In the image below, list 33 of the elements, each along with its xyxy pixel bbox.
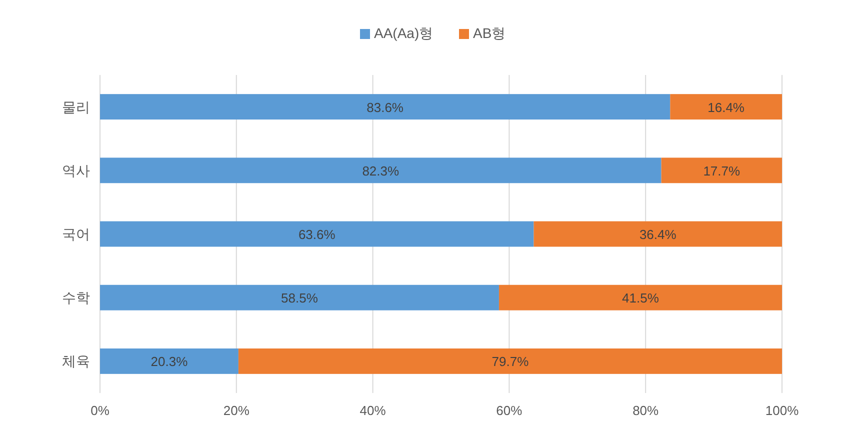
x-tick-label: 0% bbox=[90, 403, 110, 418]
data-label: 16.4% bbox=[708, 100, 745, 115]
data-label: 82.3% bbox=[362, 163, 400, 178]
data-label: 79.7% bbox=[492, 354, 530, 370]
bar bbox=[534, 221, 782, 247]
bar bbox=[661, 158, 782, 184]
x-tick-label: 100% bbox=[765, 403, 800, 418]
y-tick-label: 역사 bbox=[62, 162, 90, 178]
x-tick-label: 80% bbox=[632, 403, 660, 418]
x-tick-label: 40% bbox=[360, 403, 386, 418]
data-label: 63.6% bbox=[298, 227, 336, 242]
data-label: 41.5% bbox=[622, 290, 660, 306]
y-tick-label: 국어 bbox=[62, 226, 90, 242]
data-label: 20.3% bbox=[150, 354, 188, 370]
y-tick-label: 수학 bbox=[62, 290, 90, 306]
bar bbox=[238, 348, 782, 374]
bar bbox=[100, 94, 670, 120]
bar bbox=[100, 158, 662, 184]
bar bbox=[100, 348, 238, 374]
data-label: 17.7% bbox=[703, 163, 741, 178]
legend-label: AB형 bbox=[473, 25, 506, 41]
bar bbox=[498, 284, 782, 310]
bar bbox=[100, 221, 534, 247]
data-label: 58.5% bbox=[281, 290, 318, 306]
bar bbox=[100, 284, 499, 310]
x-tick-label: 60% bbox=[496, 403, 523, 418]
x-tick-label: 20% bbox=[223, 403, 250, 418]
y-tick-label: 물리 bbox=[62, 98, 90, 115]
legend-label: AA(Aa)형 bbox=[374, 25, 434, 41]
y-tick-label: 체육 bbox=[62, 353, 90, 370]
bar bbox=[670, 94, 782, 120]
data-label: 83.6% bbox=[366, 100, 404, 115]
data-label: 36.4% bbox=[639, 227, 677, 242]
